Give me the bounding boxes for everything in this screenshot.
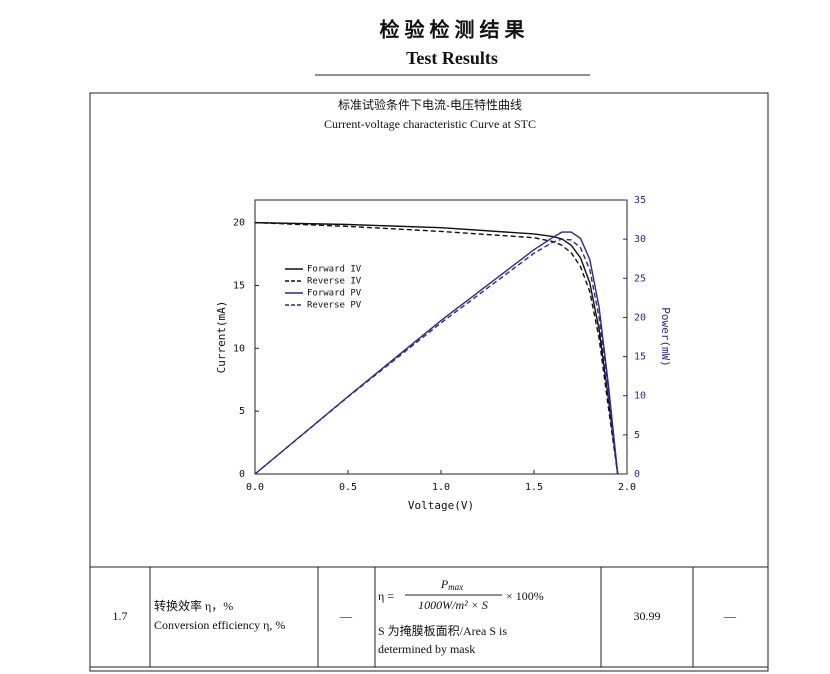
legend-label: Forward IV	[307, 265, 362, 275]
chart-subtitle: Current-voltage characteristic Curve at …	[324, 117, 536, 131]
y-axis-label: Current(mA)	[215, 301, 228, 374]
y-tick-label: 10	[233, 343, 245, 354]
y2-tick-label: 30	[634, 234, 646, 245]
item-en: Conversion efficiency η, %	[154, 618, 285, 632]
y-tick-label: 0	[239, 469, 245, 480]
y2-tick-label: 20	[634, 312, 646, 323]
item-cn: 转换效率 η，%	[154, 598, 233, 613]
x-tick-label: 0.5	[339, 482, 357, 493]
title-cn: 检 验 检 测 结 果	[380, 18, 525, 42]
y2-tick-label: 0	[634, 469, 640, 480]
legend-label: Reverse PV	[307, 301, 362, 311]
formula-numerator: Pmax	[440, 577, 463, 592]
x-tick-label: 1.0	[432, 482, 450, 493]
legend-label: Reverse IV	[307, 277, 362, 287]
x-tick-label: 2.0	[618, 482, 636, 493]
note-1: S 为掩膜板面积/Area S is	[378, 624, 507, 638]
x-axis-label: Voltage(V)	[408, 499, 474, 512]
y2-tick-label: 5	[634, 430, 640, 441]
note-2: determined by mask	[378, 642, 475, 656]
remark: —	[723, 609, 737, 623]
y2-tick-label: 35	[634, 195, 646, 206]
y2-axis-label: Power(mW)	[659, 307, 672, 367]
result: 30.99	[634, 609, 661, 623]
chart-title: 标准试验条件下电流-电压特性曲线	[338, 97, 522, 112]
series-line	[254, 221, 619, 475]
x-tick-label: 0.0	[246, 482, 264, 493]
y-tick-label: 15	[233, 280, 245, 291]
legend-label: Forward PV	[307, 289, 362, 299]
formula-suffix: × 100%	[506, 589, 544, 603]
series-line	[254, 221, 619, 475]
row-no: 1.7	[113, 609, 128, 623]
plot-frame	[254, 199, 628, 475]
unit: —	[339, 609, 353, 623]
formula-denominator: 1000W/m² × S	[418, 598, 488, 612]
x-tick-label: 1.5	[525, 482, 543, 493]
column-dividers	[149, 567, 694, 667]
y-tick-label: 5	[239, 406, 245, 417]
formula-lhs: η =	[378, 589, 394, 603]
series-line	[254, 238, 619, 475]
series-line	[254, 231, 619, 475]
result-box	[89, 92, 769, 672]
y2-tick-label: 25	[634, 273, 646, 284]
y2-tick-label: 10	[634, 391, 646, 402]
title-en: Test Results	[406, 48, 498, 68]
y-tick-label: 20	[233, 218, 245, 229]
y2-tick-label: 15	[634, 352, 646, 363]
